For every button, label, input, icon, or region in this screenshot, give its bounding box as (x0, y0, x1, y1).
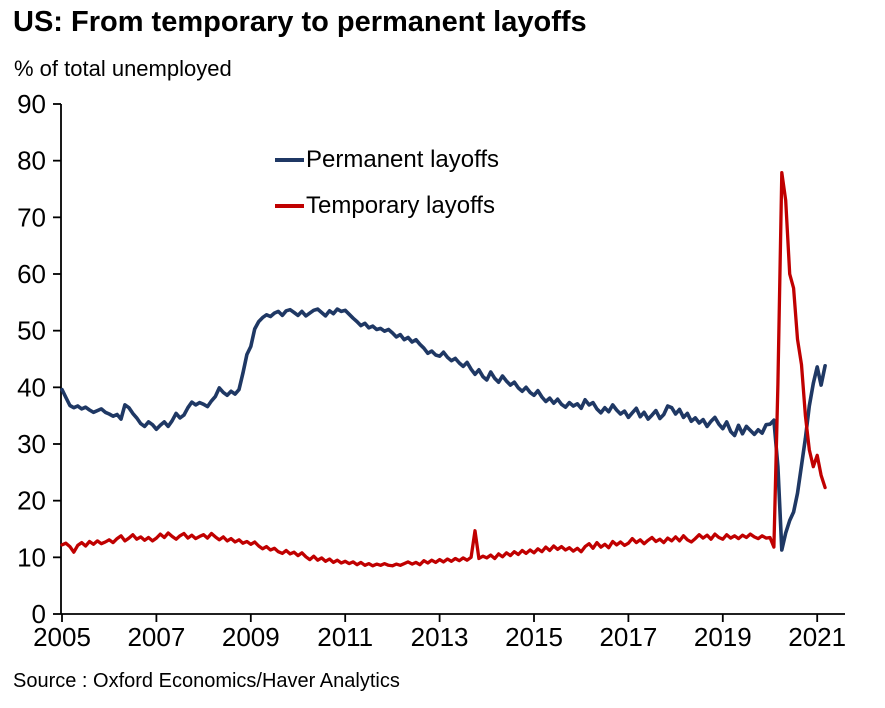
tick-label: 2007 (127, 622, 185, 652)
tick-label: 2021 (788, 622, 846, 652)
permanent-layoffs-line (60, 307, 827, 552)
legend-label-temporary: Temporary layoffs (306, 192, 495, 219)
tick-label: 2013 (411, 622, 469, 652)
tick-label: 2009 (222, 622, 280, 652)
tick-label: 30 (17, 429, 46, 459)
tick-label: 2017 (599, 622, 657, 652)
tick-label: 2019 (694, 622, 752, 652)
tick-label: 50 (17, 316, 46, 346)
source-attribution: Source : Oxford Economics/Haver Analytic… (13, 670, 400, 692)
temporary-layoffs-line (60, 170, 827, 568)
chart-legend: Permanent layoffs Temporary layoffs (275, 146, 499, 220)
tick-label: 2005 (33, 622, 91, 652)
tick-label: 40 (17, 372, 46, 402)
tick-label: 60 (17, 259, 46, 289)
tick-label: 20 (17, 486, 46, 516)
legend-item-permanent: Permanent layoffs (275, 146, 499, 174)
page-title: US: From temporary to permanent layoffs (13, 6, 587, 38)
tick-label: 90 (17, 89, 46, 119)
tick-label: 80 (17, 146, 46, 176)
tick-label: 10 (17, 542, 46, 572)
tick-label: 2015 (505, 622, 563, 652)
temporary-layoffs-line-swatch (275, 204, 304, 208)
tick-label: 2011 (317, 622, 373, 652)
legend-item-temporary: Temporary layoffs (275, 192, 499, 220)
tick-label: 0 (32, 599, 46, 629)
tick-label: 70 (17, 202, 46, 232)
permanent-layoffs-line-swatch (275, 158, 304, 162)
legend-label-permanent: Permanent layoffs (306, 146, 499, 173)
chart-subtitle-units: % of total unemployed (14, 56, 232, 81)
